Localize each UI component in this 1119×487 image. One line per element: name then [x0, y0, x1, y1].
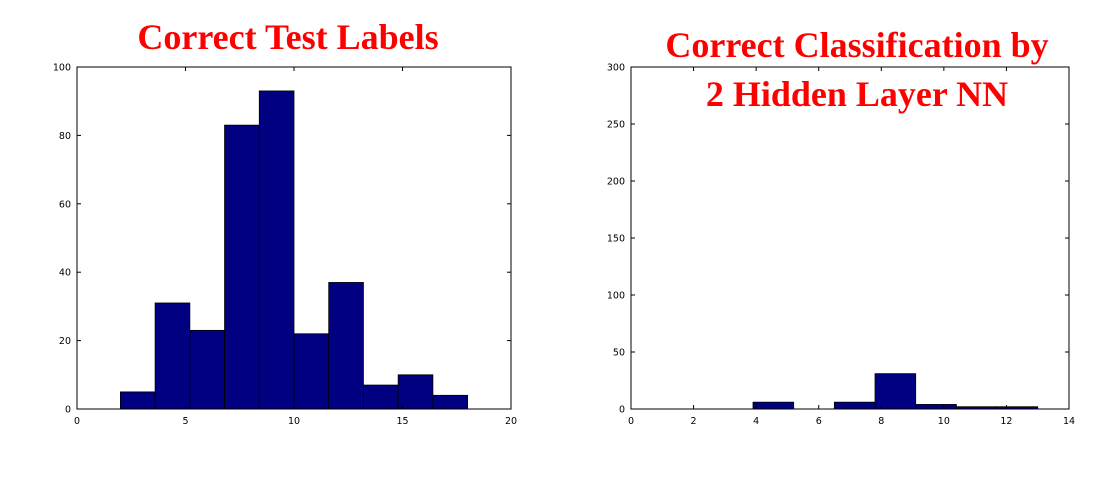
histogram-bar-6 — [293, 333, 330, 410]
y-tick-label: 250 — [607, 120, 625, 131]
x-tick-label: 14 — [1063, 416, 1075, 427]
y-tick-label: 100 — [53, 63, 71, 74]
y-tick-label: 60 — [59, 199, 71, 210]
x-tick-label: 8 — [878, 416, 884, 427]
y-tick-label: 50 — [613, 348, 625, 359]
x-tick-label: 6 — [816, 416, 822, 427]
x-tick-label: 0 — [628, 416, 634, 427]
histogram-bar-7 — [874, 373, 917, 410]
x-tick-label: 4 — [753, 416, 759, 427]
y-tick-label: 200 — [607, 177, 625, 188]
y-tick-label: 100 — [607, 291, 625, 302]
histogram-bar-3 — [189, 329, 225, 410]
histogram-bar-2 — [154, 302, 191, 410]
histogram-bar-10 — [432, 394, 469, 410]
histogram-bar-8 — [915, 404, 957, 410]
histogram-bar-4 — [752, 401, 795, 410]
histogram-bar-8 — [363, 384, 399, 410]
y-tick-label: 0 — [65, 405, 71, 416]
chart-title-right-line-1: Correct Classification by — [665, 25, 1048, 65]
x-tick-label: 12 — [1000, 416, 1012, 427]
chart-right: 0 2 4 6 8 10 12 14 0 50 100 150 200 250 300 Correct Cl… — [607, 25, 1075, 427]
x-tick-label: 20 — [505, 416, 517, 427]
x-tick-label: 0 — [74, 416, 80, 427]
x-tick-label: 15 — [396, 416, 408, 427]
x-tick-label: 10 — [288, 416, 300, 427]
plot-area-right: 0 2 4 6 8 10 12 14 0 50 100 150 200 250 300 — [607, 63, 1075, 428]
y-tick-label: 40 — [59, 268, 71, 279]
x-tick-label: 2 — [691, 416, 697, 427]
histogram-bar-1 — [120, 391, 156, 410]
histogram-bar-5 — [258, 90, 295, 410]
x-tick-label: 10 — [938, 416, 950, 427]
y-tick-label: 300 — [607, 63, 625, 74]
plot-background — [631, 67, 1069, 409]
histogram-bar-9 — [397, 374, 434, 410]
histogram-bar-6 — [833, 401, 876, 410]
y-tick-label: 150 — [607, 234, 625, 245]
histogram-bar-7 — [328, 282, 364, 410]
x-tick-label: 5 — [182, 416, 188, 427]
plot-area-left: 0 5 10 15 20 0 20 40 60 80 100 — [53, 63, 517, 428]
y-tick-label: 20 — [59, 336, 71, 347]
chart-title-right-line-2: 2 Hidden Layer NN — [706, 74, 1008, 114]
chart-title-left: Correct Test Labels — [137, 17, 438, 57]
histogram-bar-4 — [224, 124, 260, 410]
chart-left: Correct Test Labels 0 5 10 15 20 0 20 40 60 80 100 — [53, 17, 517, 427]
y-tick-label: 80 — [59, 131, 71, 142]
y-tick-label: 0 — [619, 405, 625, 416]
